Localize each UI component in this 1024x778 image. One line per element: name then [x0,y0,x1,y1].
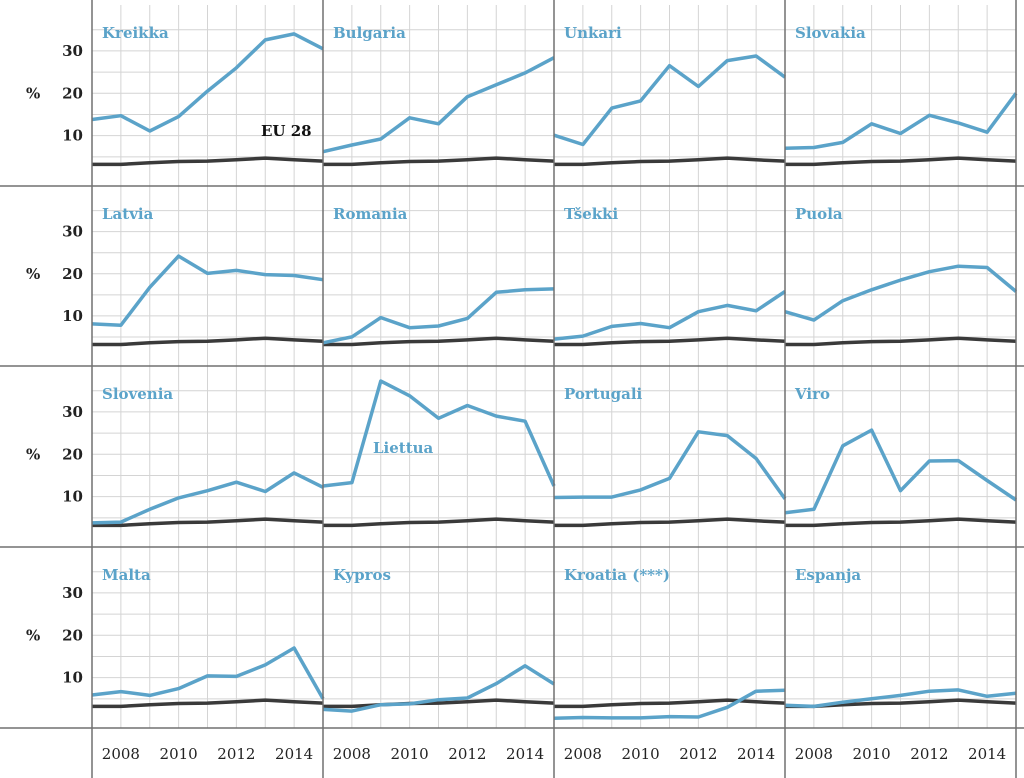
country-series-line [322,379,556,488]
x-tick-label: 2014 [968,745,1006,763]
panel-label: Tšekki [564,205,619,223]
eu28-series-line [554,336,786,347]
panel-label: Kroatia (***) [564,566,670,584]
y-tick-label: 20 [62,84,83,102]
x-tick-label: 2010 [391,745,429,763]
x-tick-label: 2008 [564,745,602,763]
y-tick-label: 10 [62,307,83,325]
x-tick-label: 2014 [737,745,775,763]
country-series-line [553,430,787,500]
eu28-series-line [554,156,786,167]
eu28-series-line [785,517,1017,528]
panel-label: Slovenia [102,385,173,403]
y-unit-label: % [26,84,40,102]
eu28-series-line [554,517,786,528]
panel-label: Kreikka [102,24,169,42]
y-unit-label: % [26,265,40,283]
eu28-series-line [785,336,1017,347]
country-series-line [784,264,1018,322]
panel-label: Portugali [564,385,643,403]
x-tick-label: 2012 [448,745,486,763]
y-tick-label: 10 [62,669,83,687]
eu28-series-line [785,156,1017,167]
eu28-series-line [92,517,324,528]
y-unit-label: % [26,626,40,644]
y-tick-label: 30 [62,223,83,241]
eu28-series-line [92,698,324,709]
panel-label: Unkari [564,24,622,42]
x-tick-label: 2012 [679,745,717,763]
panel-label: Romania [333,205,408,223]
x-tick-label: 2010 [160,745,198,763]
country-series-line [553,688,786,721]
y-tick-label: 20 [62,626,83,644]
country-series-line [784,688,1017,709]
panel-label: Kypros [333,566,391,584]
x-tick-label: 2008 [795,745,833,763]
y-tick-label: 30 [62,403,83,421]
eu28-series-line [92,156,324,167]
x-tick-label: 2008 [102,745,140,763]
eu28-series-line [323,698,555,709]
eu28-series-line [92,336,324,347]
x-tick-label: 2012 [217,745,255,763]
country-series-line [91,32,324,133]
country-series-line [553,54,787,147]
x-tick-label: 2014 [275,745,313,763]
y-unit-label: % [26,445,40,463]
country-series-line [553,290,786,341]
x-tick-label: 2014 [506,745,544,763]
y-tick-label: 30 [62,42,83,60]
panel-label: Latvia [102,205,154,223]
y-tick-label: 20 [62,445,83,463]
panel-label: Liettua [373,439,434,457]
x-tick-label: 2012 [910,745,948,763]
eu28-series-line [323,336,555,347]
panel-label: Viro [794,385,830,403]
country-series-line [322,287,555,345]
x-tick-label: 2010 [622,745,660,763]
panel-label: Slovakia [795,24,866,42]
panel-label: Bulgaria [333,24,406,42]
panel-label: Malta [102,566,151,584]
x-tick-label: 2008 [333,745,371,763]
country-series-line [322,56,555,154]
x-tick-label: 2010 [853,745,891,763]
country-series-line [322,664,555,713]
data-layer [91,32,1018,721]
y-tick-label: 10 [62,127,83,145]
y-tick-label: 30 [62,584,83,602]
panel-label: Puola [795,205,843,223]
label-layer: Kreikka EU 28 Bulgaria Unkari Slovakia Latvia… [26,24,1006,763]
panel-label: Espanja [795,566,861,584]
country-series-line [784,428,1017,515]
eu28-series-line [323,517,555,528]
country-series-line [784,92,1018,151]
country-series-line [91,646,325,700]
eu28-series-line [323,156,555,167]
y-tick-label: 20 [62,265,83,283]
y-tick-label: 10 [62,488,83,506]
country-series-line [91,254,324,327]
country-series-line [91,471,324,525]
eu28-series-label: EU 28 [261,122,312,140]
eu28-series-line [554,698,786,709]
